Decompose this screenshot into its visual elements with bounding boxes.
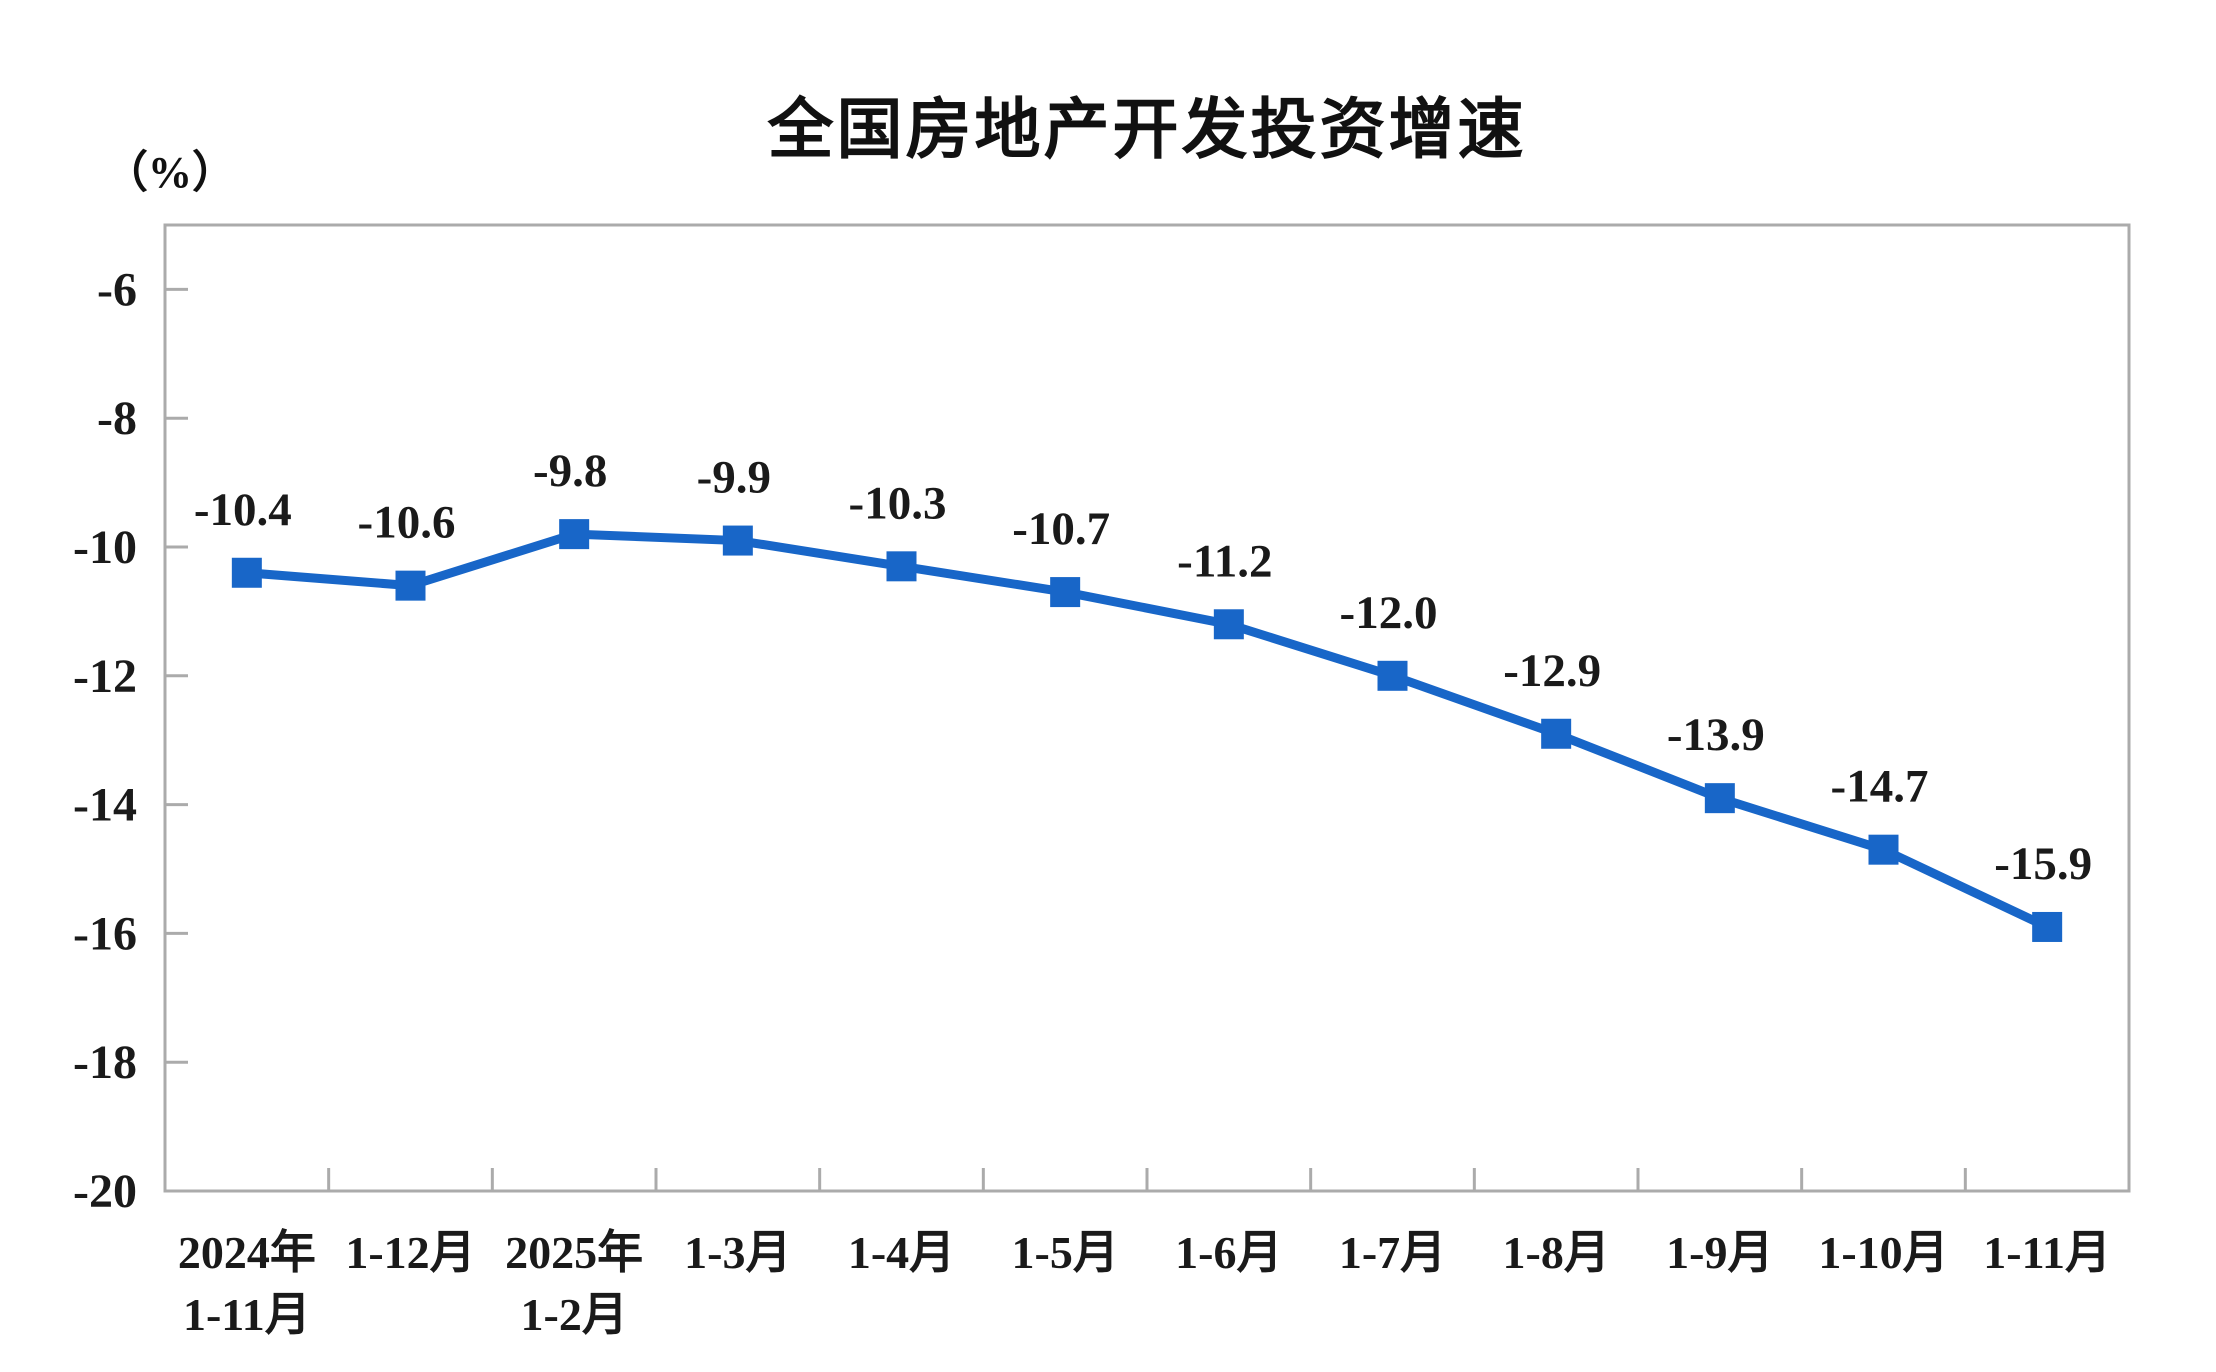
data-point-marker xyxy=(886,551,917,582)
x-axis-category-label: 1-12月 xyxy=(345,1227,475,1278)
data-point-label: -11.2 xyxy=(1177,535,1272,587)
x-axis-category-label: 2025年 1-2月 xyxy=(505,1227,643,1340)
series-line xyxy=(242,529,2052,932)
data-point-label: -10.6 xyxy=(358,497,456,549)
data-point-marker xyxy=(2032,911,2063,942)
data-point-label: -15.9 xyxy=(1994,838,2092,890)
x-axis-category-label: 1-11月 xyxy=(1983,1227,2111,1278)
data-point-label: -10.4 xyxy=(194,484,292,536)
data-point-marker xyxy=(1213,609,1244,640)
data-point-label: -10.7 xyxy=(1012,503,1110,555)
x-axis-category-label: 1-10月 xyxy=(1818,1227,1948,1278)
y-axis-tick-label: -18 xyxy=(73,1036,137,1089)
y-axis-unit-label: （%） xyxy=(104,148,236,197)
plot-border xyxy=(163,223,2131,1193)
data-point-marker xyxy=(1704,783,1735,814)
y-axis-tick-label: -14 xyxy=(73,779,137,832)
data-point-label: -14.7 xyxy=(1831,761,1929,813)
x-axis-category-label: 2024年 1-11月 xyxy=(178,1227,316,1340)
data-point-label: -10.3 xyxy=(849,477,947,529)
y-axis-tick-label: -16 xyxy=(73,907,137,960)
data-point-label: -9.9 xyxy=(697,452,771,504)
x-axis-category-label: 1-9月 xyxy=(1666,1227,1773,1278)
x-axis-category-label: 1-4月 xyxy=(848,1227,955,1278)
data-point-label: -12.0 xyxy=(1340,587,1438,639)
data-point-marker xyxy=(1868,834,1899,865)
x-axis-category-label: 1-6月 xyxy=(1175,1227,1282,1278)
data-point-marker xyxy=(722,525,753,556)
data-point-label: -13.9 xyxy=(1667,709,1765,761)
x-axis-category-label: 1-7月 xyxy=(1339,1227,1446,1278)
data-point-marker xyxy=(1050,577,1081,608)
y-axis-tick-label: -10 xyxy=(73,521,137,574)
chart-title: 全国房地产开发投资增速 xyxy=(767,94,1527,167)
data-point-label: -9.8 xyxy=(533,445,607,497)
data-point-marker xyxy=(1541,718,1572,749)
x-axis-category-label: 1-3月 xyxy=(684,1227,791,1278)
y-axis-tick-label: -20 xyxy=(73,1165,137,1218)
data-point-marker xyxy=(231,557,262,588)
y-axis-tick-label: -12 xyxy=(73,650,137,703)
x-axis-category-label: 1-8月 xyxy=(1503,1227,1610,1278)
y-axis-tick-label: -6 xyxy=(97,263,137,316)
data-point-marker xyxy=(395,570,426,601)
y-axis-tick-label: -8 xyxy=(97,392,137,445)
data-point-marker xyxy=(559,519,590,550)
x-axis-category-label: 1-5月 xyxy=(1012,1227,1119,1278)
data-point-marker xyxy=(1377,660,1408,691)
data-point-label: -12.9 xyxy=(1503,645,1601,697)
